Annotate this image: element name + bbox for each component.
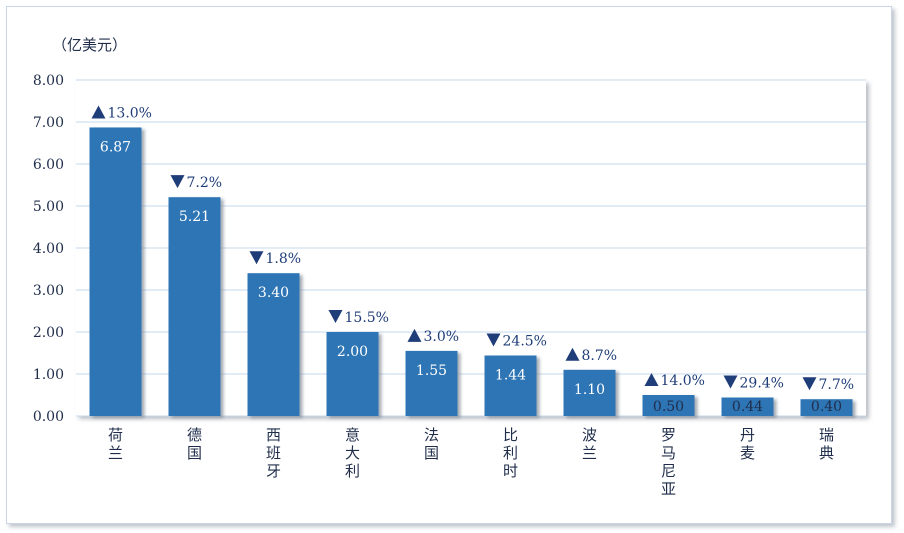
change-label: 29.4% [740, 376, 784, 392]
y-tick-label: 2.00 [33, 325, 64, 341]
category-label: 西班牙 [266, 426, 281, 480]
value-label: 3.40 [258, 285, 289, 301]
triangle-down-icon [723, 375, 738, 389]
y-tick-label: 0.00 [33, 409, 64, 425]
triangle-up-icon [407, 328, 422, 342]
value-label: 6.87 [100, 139, 131, 155]
bar [484, 355, 537, 416]
unit-label: （亿美元） [52, 36, 127, 54]
y-tick-label: 6.00 [33, 157, 64, 173]
change-label: 7.2% [187, 175, 223, 191]
bar [721, 397, 774, 416]
bar [89, 127, 142, 417]
bar [800, 399, 853, 416]
category-label: 法国 [424, 426, 439, 462]
value-label: 2.00 [337, 344, 368, 360]
bar [563, 369, 616, 416]
value-label: 0.50 [653, 399, 684, 415]
change-label: 1.8% [266, 251, 302, 267]
triangle-down-icon [802, 377, 817, 391]
category-label: 瑞典 [819, 426, 834, 462]
category-label: 意大利 [345, 426, 360, 480]
change-label: 13.0% [108, 105, 152, 121]
triangle-up-icon [644, 373, 659, 386]
category-label: 荷兰 [108, 426, 123, 462]
bar [168, 197, 221, 416]
value-label: 1.10 [574, 382, 605, 398]
change-label: 3.0% [424, 329, 460, 345]
triangle-up-icon [91, 105, 106, 119]
bar [247, 273, 300, 416]
change-label: 15.5% [345, 310, 389, 326]
triangle-down-icon [249, 251, 264, 265]
change-label: 24.5% [503, 334, 547, 350]
category-label: 丹麦 [740, 426, 755, 462]
triangle-down-icon [486, 333, 501, 347]
change-label: 7.7% [819, 377, 855, 393]
y-tick-label: 4.00 [33, 241, 64, 257]
y-tick-label: 7.00 [33, 115, 64, 131]
triangle-down-icon [328, 310, 343, 323]
change-label: 8.7% [582, 348, 618, 364]
value-label: 5.21 [179, 209, 210, 225]
category-label: 德国 [187, 426, 202, 462]
value-label: 1.55 [416, 363, 447, 379]
category-label: 波兰 [582, 426, 597, 462]
triangle-up-icon [565, 347, 580, 361]
y-tick-label: 1.00 [33, 367, 64, 383]
bar [405, 350, 458, 416]
value-label: 0.44 [732, 399, 763, 415]
bars [89, 127, 853, 417]
category-label: 比利时 [503, 426, 518, 480]
y-tick-label: 3.00 [33, 283, 64, 299]
y-tick-label: 5.00 [33, 199, 64, 215]
bar [326, 332, 379, 416]
value-label: 1.44 [495, 368, 526, 384]
value-label: 0.40 [811, 399, 842, 415]
category-label: 罗马尼亚 [661, 426, 676, 498]
y-tick-label: 8.00 [33, 73, 64, 89]
bar [642, 395, 695, 416]
triangle-down-icon [170, 175, 185, 189]
labels: 0.00 1.00 2.00 3.00 4.00 5.00 6.00 7.00 8.00 6.87… [33, 73, 854, 498]
change-label: 14.0% [661, 373, 705, 389]
